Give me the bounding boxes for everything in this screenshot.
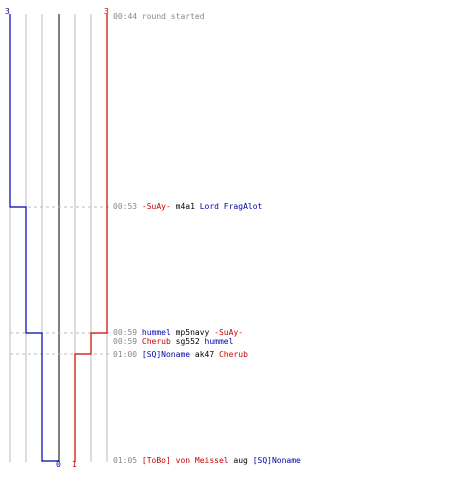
event-part: Lord FragAlot [200, 202, 263, 211]
event-part: [ToBo] von Meissel [142, 456, 229, 465]
event-line: 00:59 Cherub sg552 hummel [113, 337, 234, 346]
event-part: Cherub [142, 337, 171, 346]
event-part: -SuAy- [142, 202, 171, 211]
event-log: 00:44 round started 00:53 -SuAy- m4a1 Lor… [113, 12, 301, 465]
team-a-start-count: 3 [5, 7, 10, 16]
event-part: m4a1 [171, 202, 200, 211]
event-line: 00:44 round started [113, 12, 205, 21]
event-time: 01:05 [113, 456, 142, 465]
grid-lines [9, 14, 108, 462]
event-time: 00:59 [113, 328, 142, 337]
event-part: hummel [205, 337, 234, 346]
event-time: 00:53 [113, 202, 142, 211]
event-part: sg552 [171, 337, 205, 346]
event-part: mp5navy [171, 328, 214, 337]
event-part: hummel [142, 328, 171, 337]
event-time: 00:59 [113, 337, 142, 346]
event-line: 01:00 [SQ]Noname ak47 Cherub [113, 350, 248, 359]
event-part: ak47 [190, 350, 219, 359]
team-b-start-count: 3 [104, 7, 109, 16]
event-line: 00:53 -SuAy- m4a1 Lord FragAlot [113, 202, 263, 211]
event-part: [SQ]Noname [142, 350, 190, 359]
team-b-end-count: 1 [72, 460, 77, 469]
event-part: round started [142, 12, 205, 21]
team-b-alive-line [74, 14, 108, 462]
team-a-alive-line [9, 14, 59, 462]
event-time: 01:00 [113, 350, 142, 359]
event-guides [10, 206, 110, 355]
event-part: -SuAy- [214, 328, 243, 337]
team-a-end-count: 0 [56, 460, 61, 469]
event-line: 00:59 hummel mp5navy -SuAy- [113, 328, 243, 337]
event-time: 00:44 [113, 12, 142, 21]
event-part: aug [229, 456, 253, 465]
event-line: 01:05 [ToBo] von Meissel aug [SQ]Noname [113, 456, 301, 465]
event-part: Cherub [219, 350, 248, 359]
event-part: [SQ]Noname [253, 456, 301, 465]
